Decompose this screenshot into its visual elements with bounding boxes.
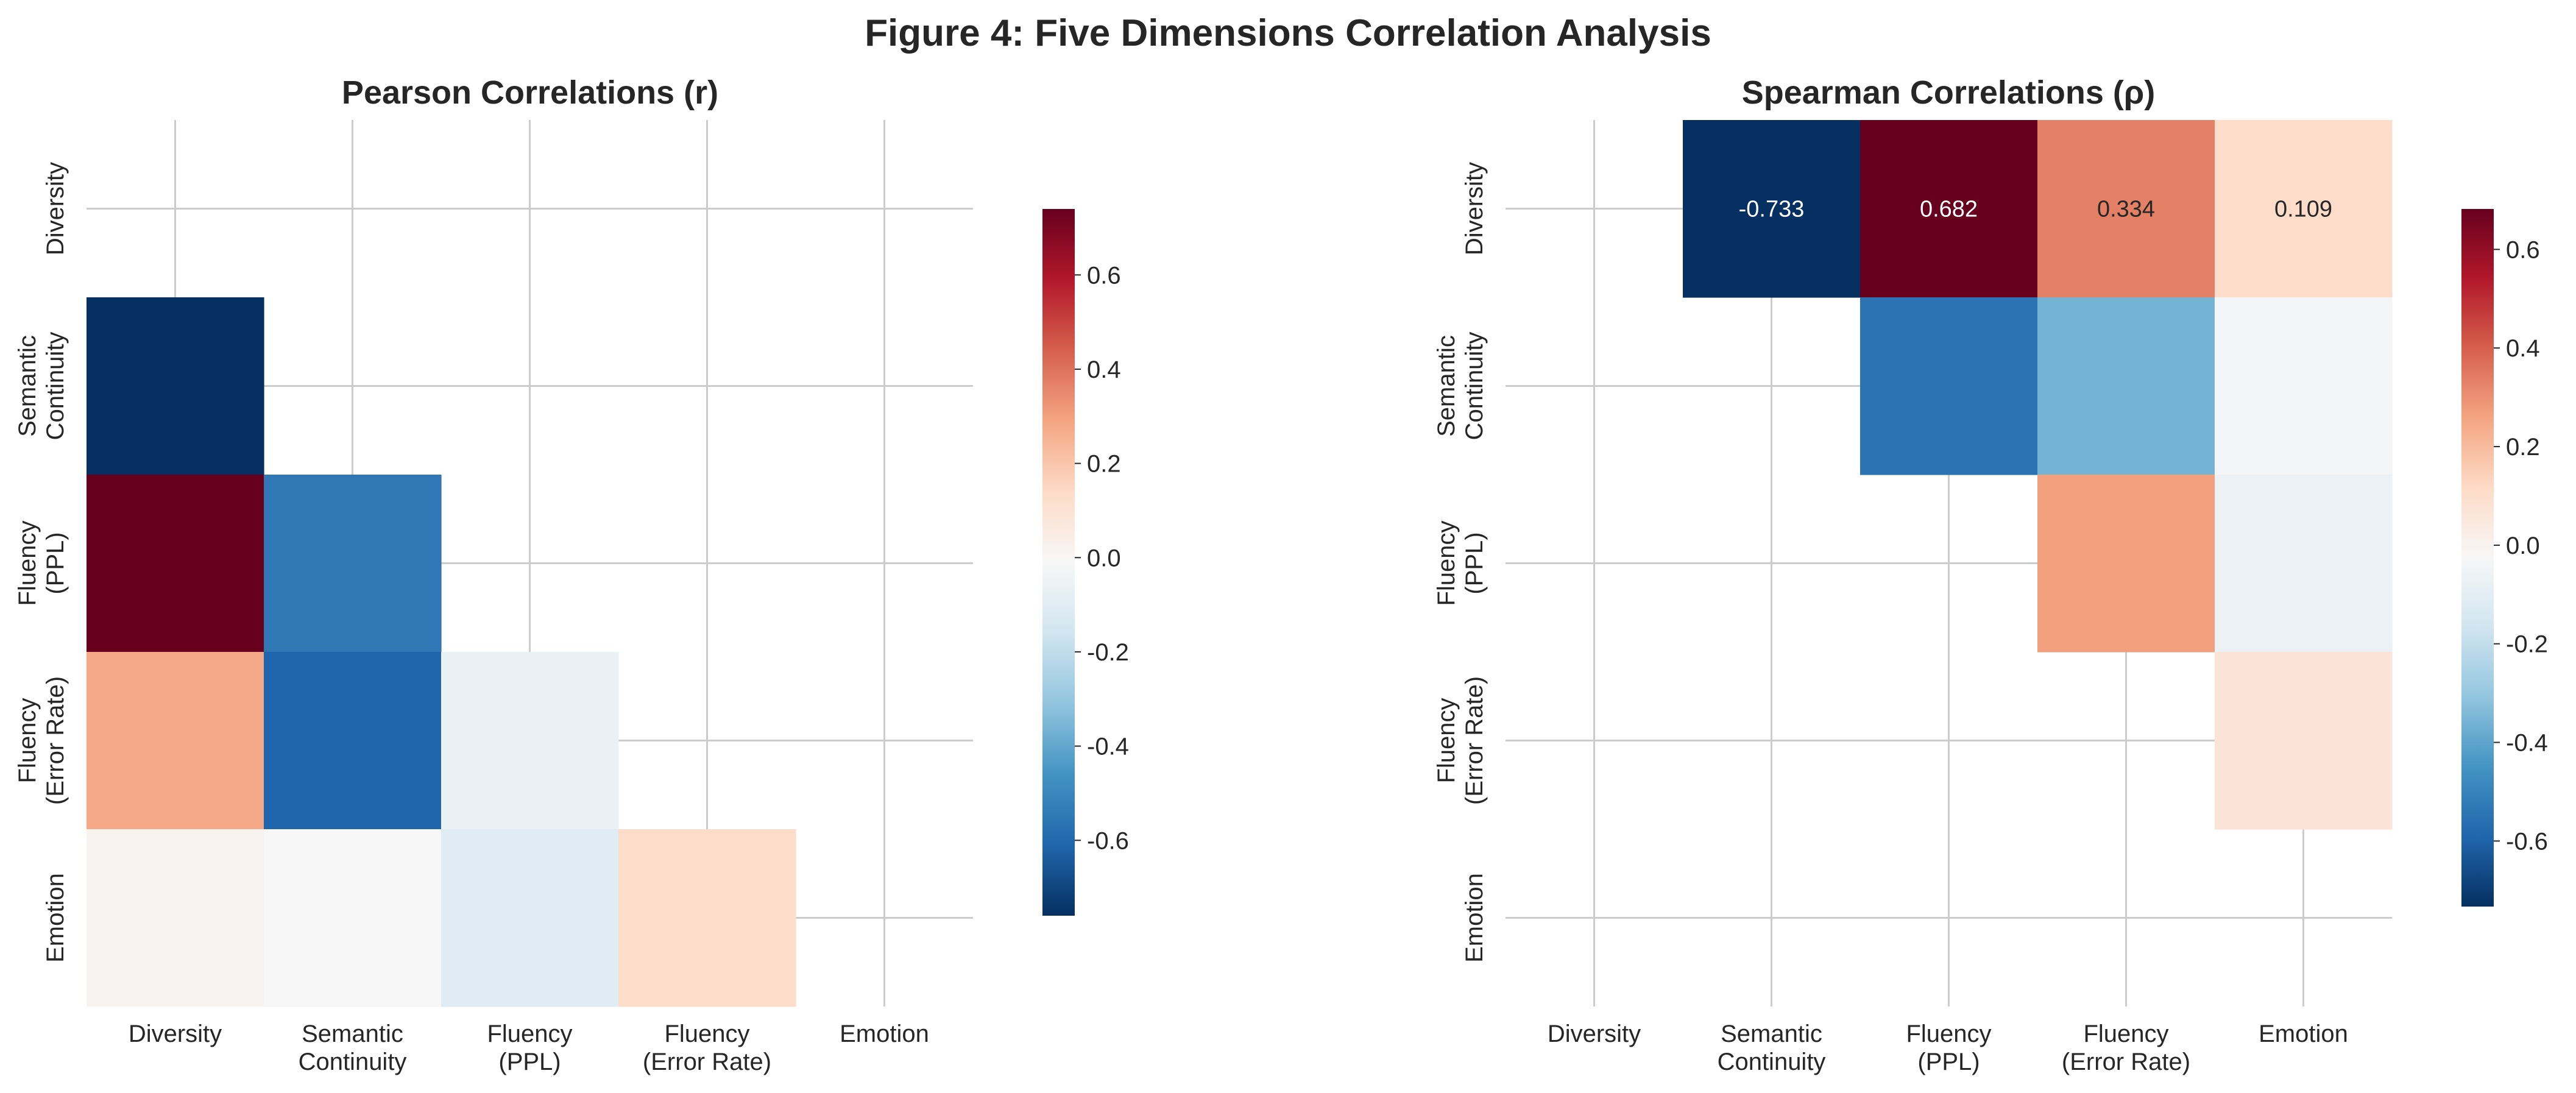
- colorbar-tick-label: -0.4: [1087, 734, 1129, 760]
- colorbar-tick-label: 0.0: [1087, 545, 1121, 571]
- x-tick-label: Fluency: [487, 1020, 572, 1047]
- heatmap-cell: [87, 475, 264, 653]
- colorbar-tick-label: -0.2: [1087, 639, 1129, 666]
- colorbar-tick-label: 0.2: [1087, 451, 1121, 478]
- colorbar-tick-label: -0.6: [2506, 828, 2548, 855]
- colorbar-tick-label: 0.4: [1087, 356, 1121, 383]
- heatmap-cell: [2037, 297, 2215, 475]
- x-tick-label: Emotion: [840, 1020, 929, 1047]
- heatmap-cell: [264, 475, 442, 653]
- heatmap-cell: [2215, 475, 2393, 653]
- heatmap-cell: [1683, 120, 1861, 298]
- heatmap-cell: [2037, 475, 2215, 653]
- y-tick-label: Emotion: [1461, 873, 1488, 963]
- heatmap-cell: [2215, 120, 2393, 298]
- colorbar-tick-label: 0.6: [2506, 236, 2540, 263]
- x-tick-label: Fluency: [664, 1020, 749, 1047]
- y-tick-label: Diversity: [1461, 162, 1488, 255]
- heatmap-cell: [2215, 297, 2393, 475]
- heatmap-cell: [264, 652, 442, 830]
- pearson-panel-title: Pearson Correlations (r): [342, 74, 718, 111]
- heatmap-cell: [1860, 120, 2038, 298]
- y-tick-label: Continuity: [42, 332, 69, 440]
- pearson-heatmap-panel: Pearson Correlations (r) Diversity Semant…: [14, 74, 1129, 1075]
- x-tick-label: Emotion: [2259, 1020, 2348, 1047]
- colorbar-tick-label: 0.0: [2506, 532, 2540, 559]
- x-tick-label: (Error Rate): [643, 1049, 771, 1075]
- x-tick-label: Fluency: [1906, 1020, 1991, 1047]
- cell-value-label: 0.109: [2274, 197, 2332, 222]
- colorbar-tick-label: 0.2: [2506, 434, 2540, 461]
- colorbar-tick-label: -0.2: [2506, 631, 2548, 658]
- y-tick-label: Semantic: [1433, 335, 1460, 437]
- cell-value-label: 0.334: [2097, 197, 2155, 222]
- colorbar-gradient: [2461, 209, 2494, 907]
- heatmap-cell: [2037, 120, 2215, 298]
- pearson-cells: [87, 297, 796, 1007]
- heatmap-cell: [1860, 297, 2038, 475]
- heatmap-cell: [441, 829, 619, 1007]
- colorbar-tick-label: -0.4: [2506, 730, 2548, 757]
- figure-title: Figure 4: Five Dimensions Correlation An…: [865, 12, 1711, 54]
- heatmap-cell: [87, 652, 264, 830]
- cell-value-label: -0.733: [1739, 197, 1805, 222]
- colorbar-gradient: [1042, 209, 1075, 916]
- spearman-panel-title: Spearman Correlations (ρ): [1742, 74, 2156, 111]
- y-tick-label: Continuity: [1461, 332, 1488, 440]
- spearman-annotations: -0.733 0.682 0.334 0.109: [1739, 197, 2332, 222]
- colorbar-tick-label: 0.6: [1087, 262, 1121, 289]
- x-tick-label: Continuity: [1718, 1049, 1826, 1075]
- x-tick-label: (PPL): [1917, 1049, 1980, 1075]
- colorbar-tick-label: -0.6: [1087, 827, 1129, 854]
- spearman-cells: [1683, 120, 2393, 830]
- heatmap-cell: [618, 829, 796, 1007]
- y-tick-label: (Error Rate): [42, 676, 69, 805]
- y-tick-label: (PPL): [42, 532, 69, 594]
- heatmap-cell: [87, 297, 264, 475]
- heatmap-cell: [2215, 652, 2393, 830]
- colorbar-tick-label: 0.4: [2506, 335, 2540, 362]
- pearson-colorbar: 0.6 0.4 0.2 0.0 -0.2 -0.4 -0.6: [1042, 209, 1129, 916]
- heatmap-cell: [87, 829, 264, 1007]
- y-tick-label: Fluency: [1433, 698, 1460, 783]
- y-tick-label: Fluency: [1433, 520, 1460, 606]
- y-tick-label: Diversity: [42, 162, 69, 255]
- x-tick-label: (Error Rate): [2062, 1049, 2190, 1075]
- heatmap-cell: [264, 829, 442, 1007]
- y-tick-label: Semantic: [14, 335, 41, 437]
- cell-value-label: 0.682: [1920, 197, 1978, 222]
- x-tick-label: Semantic: [302, 1020, 403, 1047]
- x-tick-label: Fluency: [2083, 1020, 2168, 1047]
- y-tick-label: Fluency: [14, 698, 41, 783]
- spearman-x-tick-labels: Diversity SemanticContinuityFluency(PPL)F…: [1548, 1020, 2348, 1075]
- spearman-heatmap-panel: Spearman Correlations (ρ) -0.733 0.682 0.3…: [1433, 74, 2548, 1075]
- x-tick-label: Continuity: [299, 1049, 407, 1075]
- y-tick-label: (Error Rate): [1461, 676, 1488, 805]
- pearson-x-tick-labels: Diversity SemanticContinuityFluency(PPL)F…: [129, 1020, 929, 1075]
- x-tick-label: Semantic: [1721, 1020, 1822, 1047]
- x-tick-label: (PPL): [498, 1049, 561, 1075]
- spearman-colorbar: 0.6 0.4 0.2 0.0 -0.2 -0.4 -0.6: [2461, 209, 2548, 907]
- y-tick-label: Fluency: [14, 520, 41, 606]
- y-tick-label: (PPL): [1461, 532, 1488, 594]
- x-tick-label: Diversity: [129, 1020, 222, 1047]
- y-tick-label: Emotion: [42, 873, 69, 963]
- heatmap-cell: [441, 652, 619, 830]
- x-tick-label: Diversity: [1548, 1020, 1641, 1047]
